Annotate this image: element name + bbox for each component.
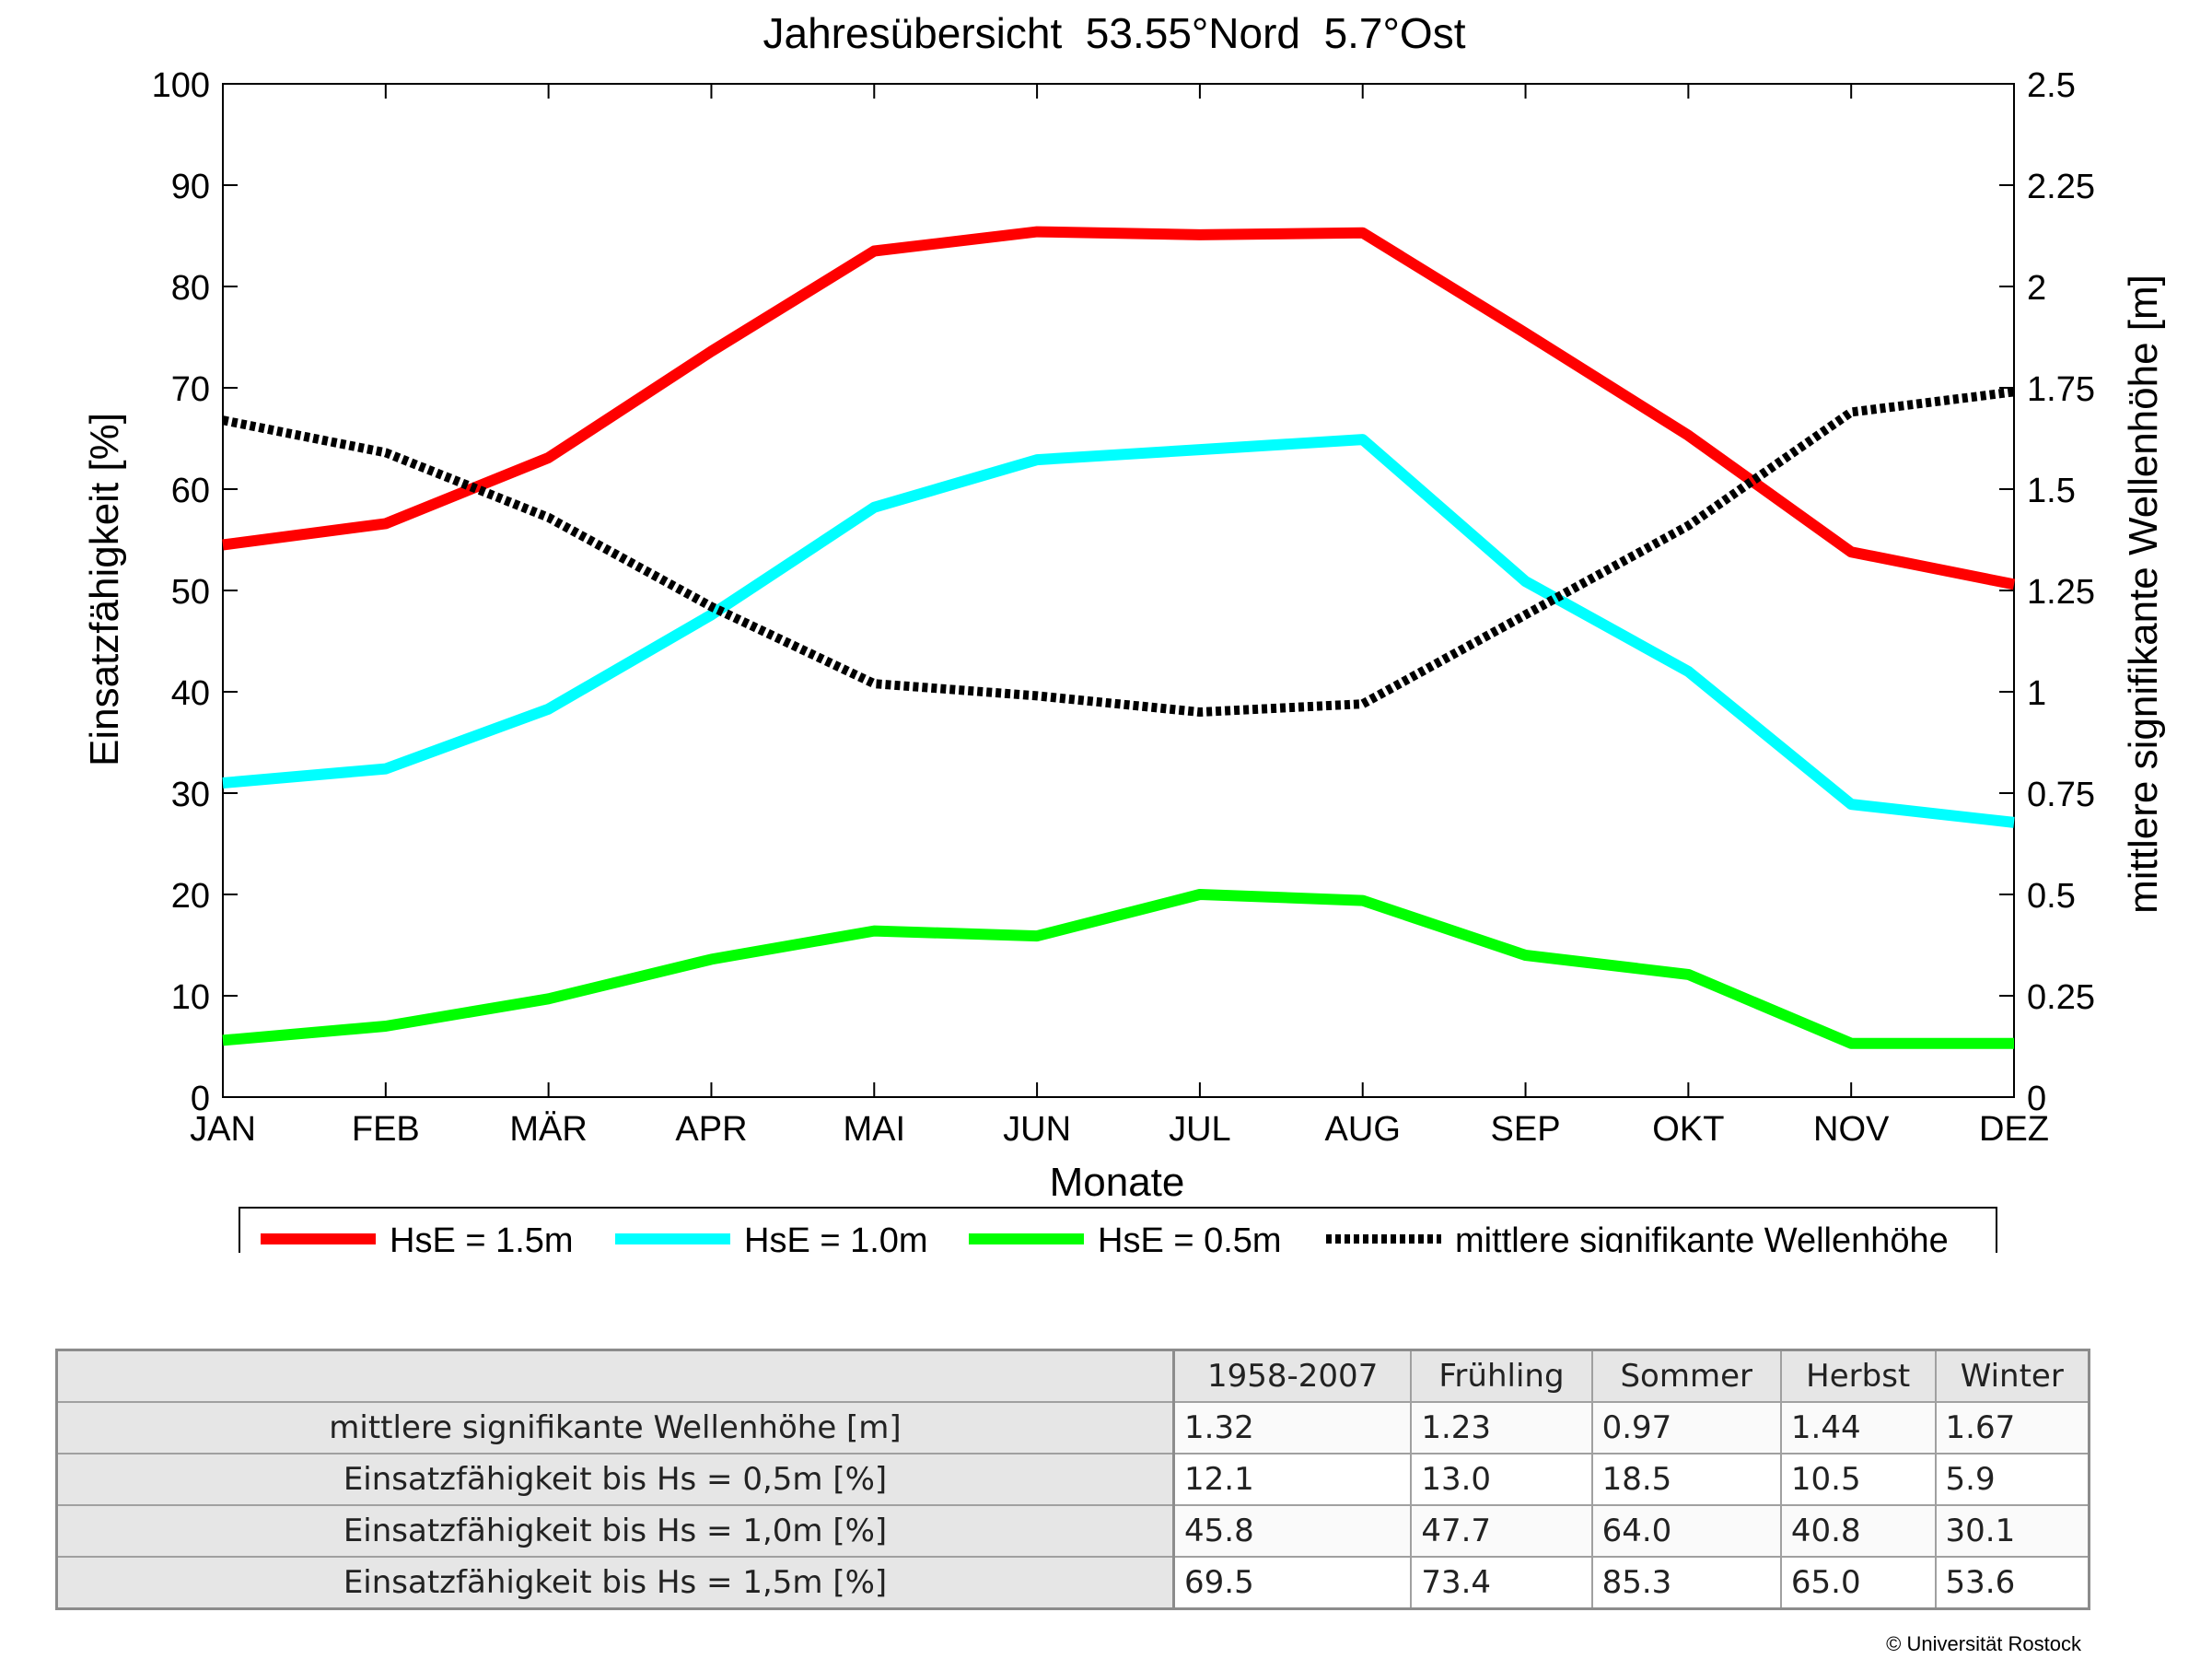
table-cell: 13.0	[1410, 1453, 1593, 1506]
left-tick-label: 10	[171, 978, 210, 1017]
x-tick-label: FEB	[352, 1110, 420, 1149]
x-axis-ticks: JAN FEB MÄR APR MAI JUN JUL AUG SEP OKT NOV DEZ	[190, 84, 2049, 1149]
col-header-winter: Winter	[1934, 1349, 2090, 1403]
table-cell: 1.67	[1934, 1401, 2090, 1455]
left-tick-label: 80	[171, 269, 210, 308]
chart-title: Jahresübersicht 53.55°Nord 5.7°Ost	[763, 9, 1466, 57]
table-cell: 5.9	[1934, 1453, 2090, 1506]
left-axis-ticks: 0 10 20 30 40 50 60 70 80 90 100	[152, 66, 2014, 1118]
col-header-period: 1958-2007	[1172, 1349, 1413, 1403]
series-line-3	[222, 889, 2014, 1049]
right-tick-label: 1	[2027, 674, 2046, 713]
x-tick-label: DEZ	[1979, 1110, 2049, 1149]
table-cell: 30.1	[1934, 1504, 2090, 1558]
right-tick-label: 1.5	[2027, 472, 2076, 510]
x-tick-label: JUL	[1169, 1110, 1231, 1149]
x-tick-label: MAI	[843, 1110, 905, 1149]
left-tick-label: 40	[171, 674, 210, 713]
table-row: Einsatzfähigkeit bis Hs = 0,5m [%] 12.1 …	[55, 1453, 2090, 1506]
left-tick-label: 60	[171, 472, 210, 510]
left-axis-label: Einsatzfähigkeit [%]	[82, 413, 127, 766]
table-cell: 0.97	[1590, 1401, 1782, 1455]
annual-overview-chart: Jahresübersicht 53.55°Nord 5.7°Ost 01020…	[82, 9, 2166, 1253]
table-cell: 18.5	[1590, 1453, 1782, 1506]
left-tick-label: 90	[171, 168, 210, 206]
left-tick-label: 30	[171, 776, 210, 814]
legend: HsE = 1.5m HsE = 1.0m HsE = 0.5m mittlere s…	[239, 1207, 1997, 1253]
table-header-row: 1958-2007 Frühling Sommer Herbst Winter	[55, 1349, 2090, 1403]
row-label: Einsatzfähigkeit bis Hs = 1,0m [%]	[55, 1504, 1175, 1558]
row-label: Einsatzfähigkeit bis Hs = 0,5m [%]	[55, 1453, 1175, 1506]
x-tick-label: JUN	[1003, 1110, 1071, 1149]
x-axis-label: Monate	[1050, 1160, 1185, 1205]
table-cell: 10.5	[1779, 1453, 1937, 1506]
x-tick-label: MÄR	[509, 1110, 587, 1149]
x-tick-label: NOV	[1813, 1110, 1890, 1149]
right-tick-label: 2	[2027, 269, 2046, 308]
table-row: mittlere signifikante Wellenhöhe [m] 1.3…	[55, 1401, 2090, 1455]
table-cell: 69.5	[1172, 1556, 1413, 1610]
x-tick-label: APR	[675, 1110, 747, 1149]
left-tick-label: 0	[191, 1080, 210, 1118]
right-axis-ticks: 0 0.25 0.5 0.75 1 1.25 1.5 1.75 2 2.25 2.5	[2027, 66, 2095, 1118]
col-header-spring: Frühling	[1410, 1349, 1593, 1403]
table-cell: 47.7	[1410, 1504, 1593, 1558]
right-axis-label: mittlere signifikante Wellenhöhe [m]	[2121, 275, 2166, 914]
copyright-notice: © Universität Rostock	[1886, 1632, 2081, 1655]
legend-box	[239, 1207, 1997, 1253]
series-line-4	[222, 387, 2015, 717]
table-cell: 1.23	[1410, 1401, 1593, 1455]
right-tick-label: 0.75	[2027, 776, 2095, 814]
table-cell: 85.3	[1590, 1556, 1782, 1610]
table-cell: 1.32	[1172, 1401, 1413, 1455]
series-line-1	[222, 226, 2016, 590]
x-tick-label: AUG	[1325, 1110, 1401, 1149]
right-tick-label: 1.75	[2027, 370, 2095, 409]
x-tick-label: JAN	[190, 1110, 256, 1149]
row-label: Einsatzfähigkeit bis Hs = 1,5m [%]	[55, 1556, 1175, 1610]
right-tick-label: 2.5	[2027, 66, 2076, 105]
col-header-autumn: Herbst	[1779, 1349, 1937, 1403]
right-tick-label: 1.25	[2027, 573, 2095, 612]
table-cell: 73.4	[1410, 1556, 1593, 1610]
right-tick-label: 0.25	[2027, 978, 2095, 1017]
table-row: Einsatzfähigkeit bis Hs = 1,0m [%] 45.8 …	[55, 1504, 2090, 1558]
legend-label: HsE = 1.0m	[744, 1221, 928, 1253]
left-tick-label: 100	[152, 66, 210, 105]
seasonal-statistics-table: 1958-2007 Frühling Sommer Herbst Winter …	[55, 1349, 2090, 1610]
legend-label: mittlere signifikante Wellenhöhe	[1455, 1221, 1949, 1253]
right-tick-label: 0	[2027, 1080, 2046, 1118]
legend-label: HsE = 1.5m	[390, 1221, 574, 1253]
left-tick-label: 50	[171, 573, 210, 612]
series-line-2	[222, 434, 2015, 828]
table-row: Einsatzfähigkeit bis Hs = 1,5m [%] 69.5 …	[55, 1556, 2090, 1610]
right-tick-label: 2.25	[2027, 168, 2095, 206]
x-tick-label: OKT	[1652, 1110, 1724, 1149]
table-cell: 1.44	[1779, 1401, 1937, 1455]
row-label: mittlere signifikante Wellenhöhe [m]	[55, 1401, 1175, 1455]
right-tick-label: 0.5	[2027, 877, 2076, 916]
table-cell: 45.8	[1172, 1504, 1413, 1558]
table-corner-cell	[55, 1349, 1175, 1403]
col-header-summer: Sommer	[1590, 1349, 1782, 1403]
table-cell: 40.8	[1779, 1504, 1937, 1558]
table-cell: 53.6	[1934, 1556, 2090, 1610]
table-cell: 65.0	[1779, 1556, 1937, 1610]
series-layer	[222, 226, 2016, 1049]
left-tick-label: 70	[171, 370, 210, 409]
table-cell: 64.0	[1590, 1504, 1782, 1558]
table-cell: 12.1	[1172, 1453, 1413, 1506]
x-tick-label: SEP	[1491, 1110, 1561, 1149]
legend-label: HsE = 0.5m	[1098, 1221, 1282, 1253]
left-tick-label: 20	[171, 877, 210, 916]
